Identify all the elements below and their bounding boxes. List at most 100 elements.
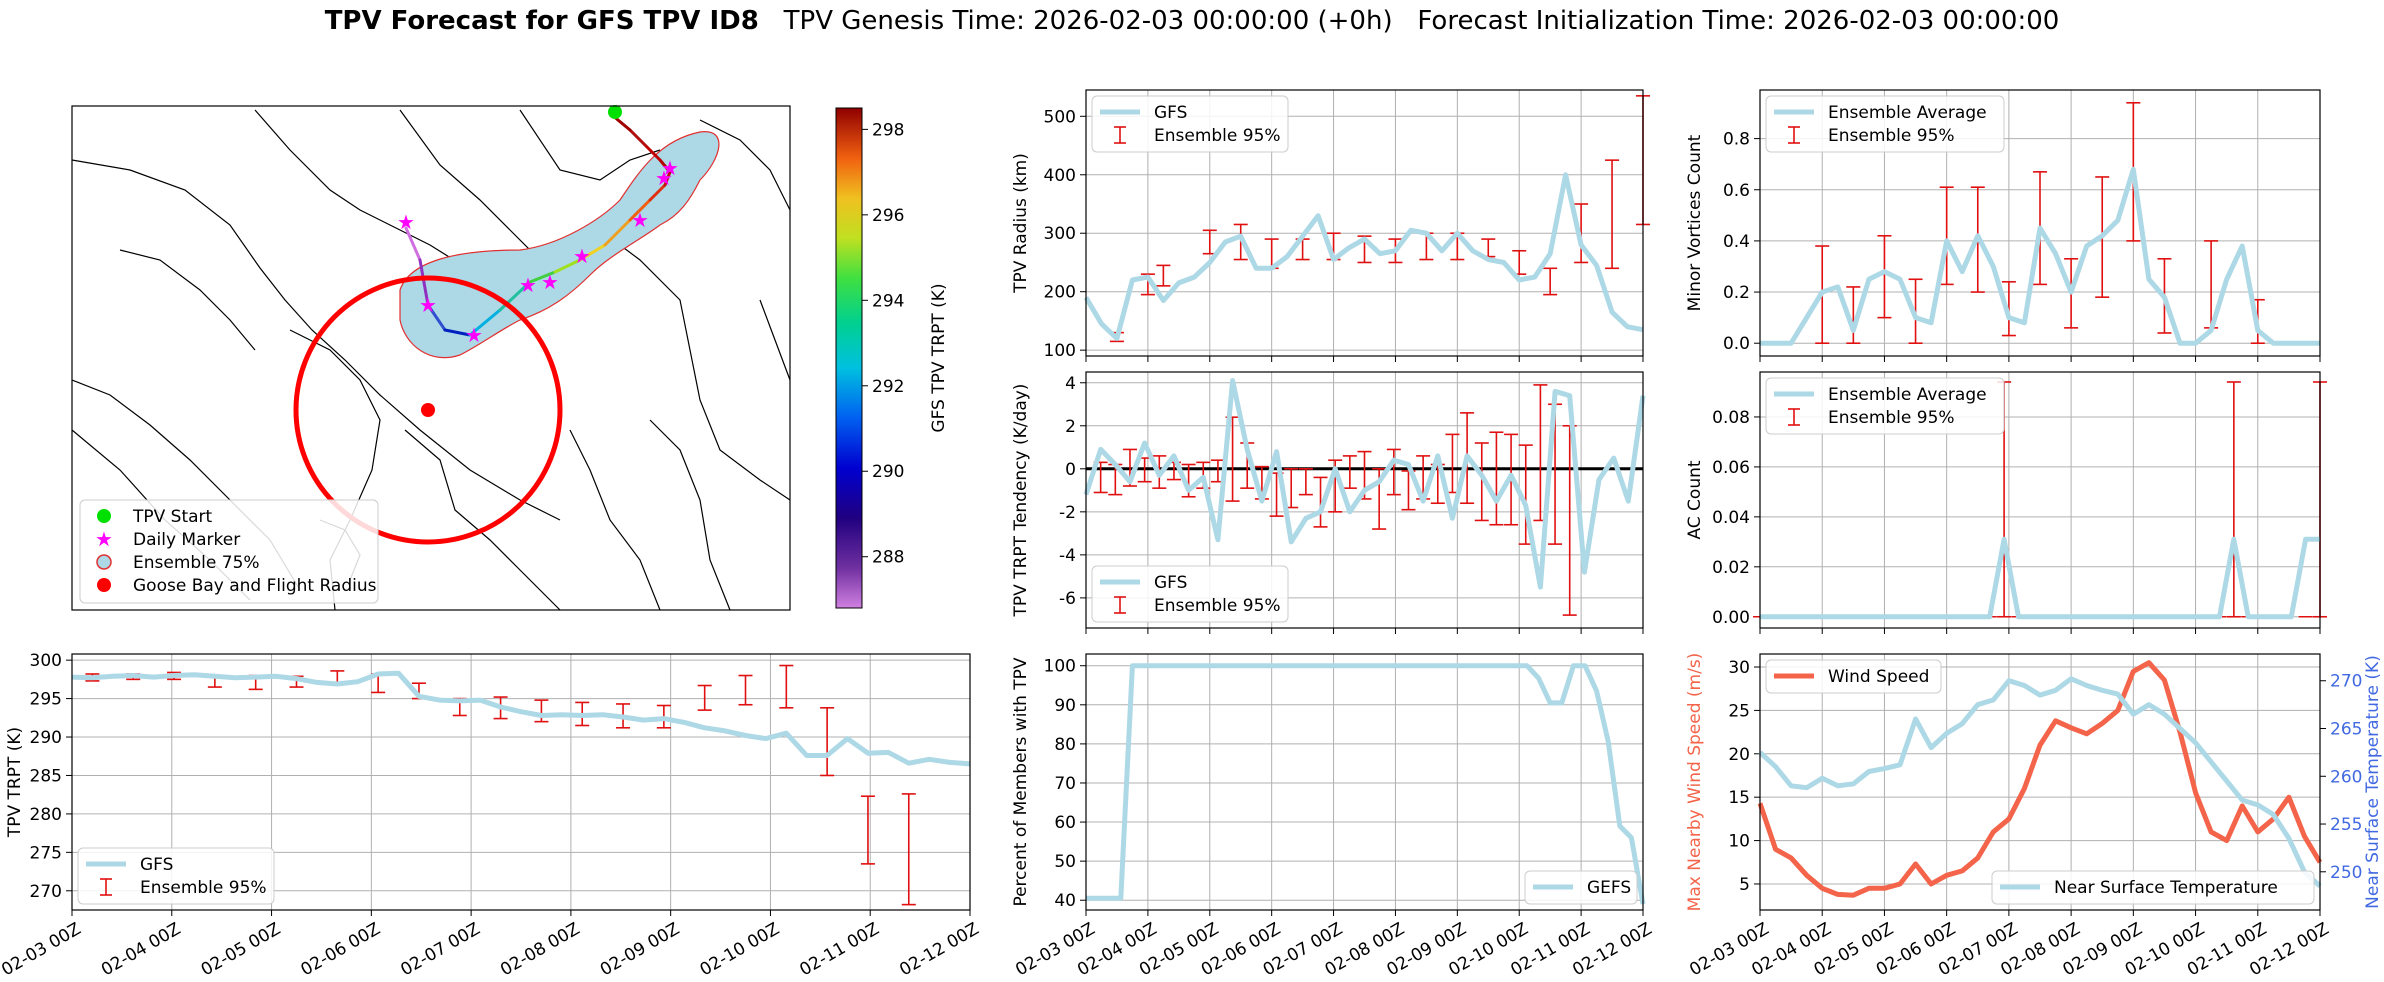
legend-marker-ring [96, 554, 112, 570]
coastline [399, 109, 541, 261]
daily-marker: ★ [419, 293, 437, 317]
legend-label: GFS [1154, 103, 1187, 123]
legend: Near Surface Temperature [1991, 870, 2315, 905]
legend-marker [97, 509, 111, 523]
y-axis-label: AC Count [1685, 460, 1705, 539]
colorbar-tick-label: 298 [872, 120, 904, 140]
legend-label: GFS [1154, 573, 1187, 593]
legend-label: Ensemble Average [1828, 385, 1987, 405]
legend-label: Ensemble Average [1828, 103, 1987, 123]
y-axis-label: Minor Vortices Count [1685, 134, 1705, 311]
legend-label: Ensemble 75% [133, 553, 260, 573]
track-segment [468, 308, 502, 337]
track-segment [658, 158, 672, 174]
legend-marker-star: ★ [95, 527, 113, 551]
tpv-start-marker [608, 105, 622, 119]
colorbar: 288 290 292 294 296 298 GFS TPV TRPT (K) [835, 107, 949, 609]
plot-frame [1759, 371, 2321, 629]
plot-frame [1085, 371, 1644, 629]
y-tick-label: 100 [1044, 657, 1076, 677]
y-axis-label: Max Nearby Wind Speed (m/s) [1685, 653, 1705, 912]
y-tick-label: 60 [1054, 813, 1076, 833]
legend-label: Ensemble 95% [1154, 126, 1281, 146]
title-bold: TPV Forecast for GFS TPV ID8 [324, 6, 759, 36]
y-tick-label: 275 [30, 843, 62, 863]
legend: GEFS [1524, 870, 1638, 905]
y-tick-label: 0.8 [1723, 130, 1750, 150]
daily-marker: ★ [397, 210, 415, 234]
panel-radius: 100 200 300 400 500 TPV Radius (km) GFS Ensembl… [1011, 89, 1650, 362]
coastline [519, 109, 661, 181]
colorbar-gradient [835, 107, 863, 609]
plot-frame [1759, 653, 2321, 911]
ensemble-75-region [399, 131, 720, 359]
y-tick-label: 0.08 [1712, 408, 1750, 428]
series-line-gfs [1083, 172, 1644, 341]
legend: GFS Ensemble 95% [1091, 565, 1289, 623]
y-tick-label: 0.04 [1712, 508, 1750, 528]
y-tick-label: 0 [1065, 460, 1076, 480]
y-tick-label: -4 [1059, 546, 1076, 566]
track-segment [404, 226, 422, 262]
y-tick-label: 0.00 [1712, 608, 1750, 628]
y-tick-label: 50 [1054, 852, 1076, 872]
daily-marker: ★ [655, 166, 673, 190]
legend-label: GEFS [1587, 878, 1631, 898]
legend-label: Ensemble 95% [1154, 596, 1281, 616]
daily-marker: ★ [631, 208, 649, 232]
series-line-ensemble-average [1760, 166, 2320, 346]
y-axis-label: TPV TRPT (K) [5, 727, 25, 838]
y-tick-label: 300 [30, 651, 62, 671]
x-tick-label: 02-09 00Z [597, 919, 683, 980]
y-tick-label: 500 [1044, 107, 1076, 127]
legend-label: Near Surface Temperature [2054, 878, 2278, 898]
series-line-wind-speed [1757, 660, 2323, 898]
track-segment [663, 170, 672, 187]
plot-frame [1085, 653, 1644, 911]
legend-box [1991, 870, 2315, 905]
daily-marker: ★ [519, 273, 537, 297]
legend-box [1091, 95, 1289, 153]
y-tick-label: 0.4 [1723, 232, 1750, 252]
y-tick-label: 270 [30, 882, 62, 902]
title-genesis: TPV Genesis Time: 2026-02-03 00:00:00 (+… [783, 6, 1393, 36]
title-init: Forecast Initialization Time: 2026-02-03… [1417, 6, 2060, 36]
y-right-tick-label: 255 [2330, 815, 2362, 835]
y-tick-label: 70 [1054, 774, 1076, 794]
y-tick-label: 280 [30, 805, 62, 825]
x-tick-label: 02-07 00Z [397, 919, 483, 980]
coastline [119, 249, 256, 351]
y-tick-label: 0.6 [1723, 181, 1750, 201]
legend-label: Ensemble 95% [1828, 126, 1955, 146]
legend: Wind Speed [1765, 659, 1942, 694]
x-tick-label: 02-06 00Z [298, 919, 384, 980]
track-segment [443, 328, 472, 337]
y-tick-label: -6 [1059, 589, 1076, 609]
y-tick-label: 2 [1065, 417, 1076, 437]
y-right-axis-label: Near Surface Temperature (K) [2363, 655, 2383, 909]
panel-tendency: -6 -4 -2 0 2 4 TPV TRPT Tendency (K/day) GFS Ens… [1011, 371, 1646, 634]
y-tick-label: 0.06 [1712, 458, 1750, 478]
y-tick-label: 5 [1739, 875, 1750, 895]
daily-marker: ★ [465, 323, 483, 347]
coastline [759, 299, 791, 381]
x-tick-label: 02-03 00Z [0, 919, 85, 980]
coastline [404, 429, 561, 611]
x-tick-label: 02-08 00Z [497, 919, 583, 980]
track-segment [426, 303, 447, 332]
series-line-near-surface-temperature [1758, 676, 2322, 888]
coastline [569, 429, 661, 611]
y-tick-label: 295 [30, 690, 62, 710]
figure-title: TPV Forecast for GFS TPV ID8 TPV Genesis… [0, 6, 2384, 36]
y-tick-label: 400 [1044, 166, 1076, 186]
plot-frame [71, 653, 971, 911]
panel-ac-count: 0.00 0.02 0.04 0.06 0.08 AC Count Ensemble Ave… [1685, 371, 2327, 634]
coastline [599, 229, 791, 501]
series-line-gefs [1086, 663, 1646, 905]
legend-box [1091, 565, 1289, 623]
y-tick-label: 40 [1054, 891, 1076, 911]
y-tick-label: 90 [1054, 696, 1076, 716]
legend-box [1765, 659, 1942, 694]
